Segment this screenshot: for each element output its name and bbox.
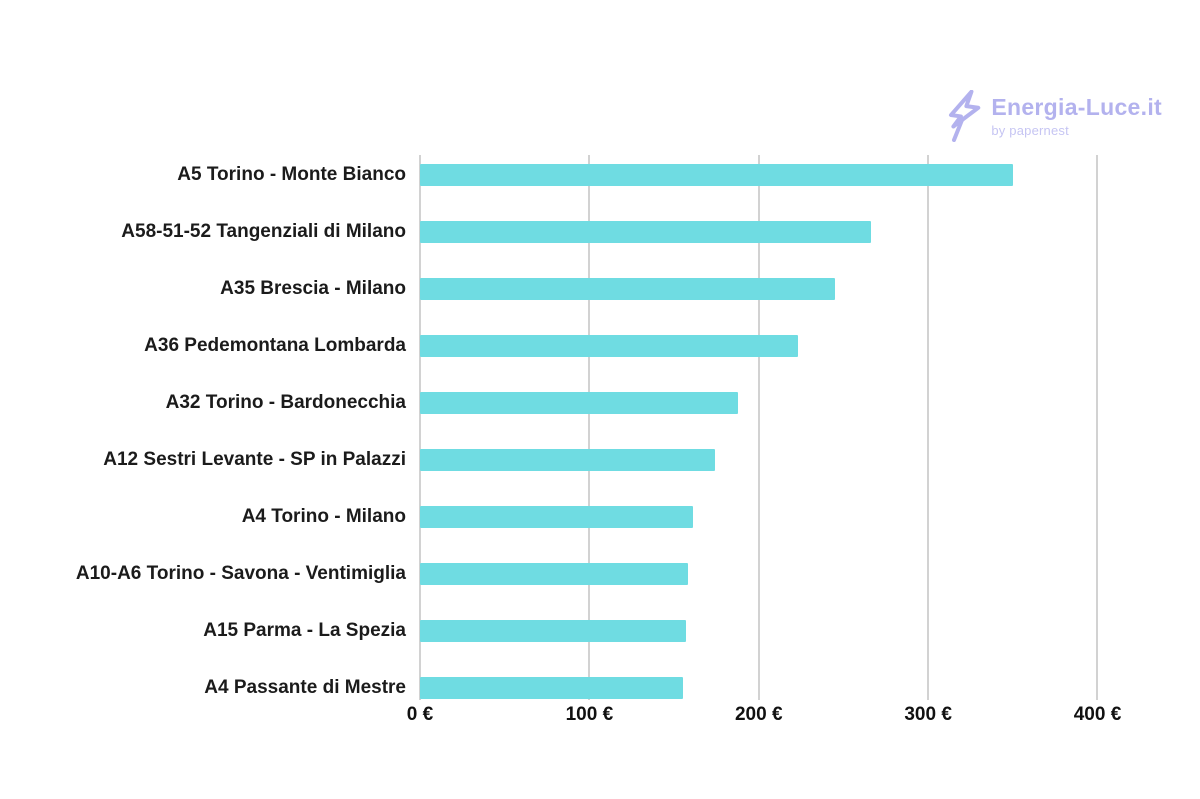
- bar-3: [420, 278, 835, 300]
- category-label-5: A32 Torino - Bardonecchia: [165, 392, 406, 413]
- category-label-4: A36 Pedemontana Lombarda: [144, 335, 406, 356]
- x-tick-label-100: 100 €: [565, 704, 614, 725]
- category-label-7: A4 Torino - Milano: [241, 506, 406, 527]
- category-label-3: A35 Brescia - Milano: [220, 278, 406, 299]
- category-label-6: A12 Sestri Levante - SP in Palazzi: [103, 449, 406, 470]
- bar-5: [420, 392, 739, 414]
- lightning-bolt-icon: [949, 90, 981, 142]
- bar-10: [420, 677, 683, 699]
- brand-logo: Energia-Luce.it by papernest: [947, 90, 1162, 142]
- category-label-10: A4 Passante di Mestre: [204, 677, 406, 698]
- bar-6: [420, 449, 715, 471]
- x-tick-label-300: 300 €: [904, 704, 952, 725]
- bar-4: [420, 335, 798, 357]
- brand-title: Energia-Luce.it: [991, 94, 1162, 120]
- category-label-9: A15 Parma - La Spezia: [203, 620, 406, 641]
- gridline-200: [757, 155, 760, 700]
- category-label-1: A5 Torino - Monte Bianco: [177, 164, 406, 185]
- bar-7: [420, 506, 693, 528]
- category-label-8: A10-A6 Torino - Savona - Ventimiglia: [75, 563, 406, 584]
- gridline-0: [419, 155, 421, 700]
- gridline-400: [1096, 155, 1099, 700]
- bar-2: [420, 221, 871, 243]
- x-tick-label-200: 200 €: [734, 704, 783, 725]
- brand-byline: by papernest: [991, 123, 1069, 138]
- bar-8: [420, 563, 688, 585]
- category-labels: A5 Torino - Monte Bianco A58-51-52 Tangen…: [0, 155, 406, 700]
- x-tick-label-400: 400 €: [1073, 704, 1122, 725]
- bar-9: [420, 620, 686, 642]
- x-axis-ticks: 0 € 100 € 200 € 300 € 400 €: [407, 704, 1150, 732]
- gridline-300: [927, 155, 930, 700]
- gridline-100: [588, 155, 591, 700]
- x-tick-label-0: 0 €: [406, 704, 434, 725]
- plot-area: [419, 155, 1150, 700]
- category-label-2: A58-51-52 Tangenziali di Milano: [121, 221, 406, 242]
- bar-1: [420, 164, 1013, 186]
